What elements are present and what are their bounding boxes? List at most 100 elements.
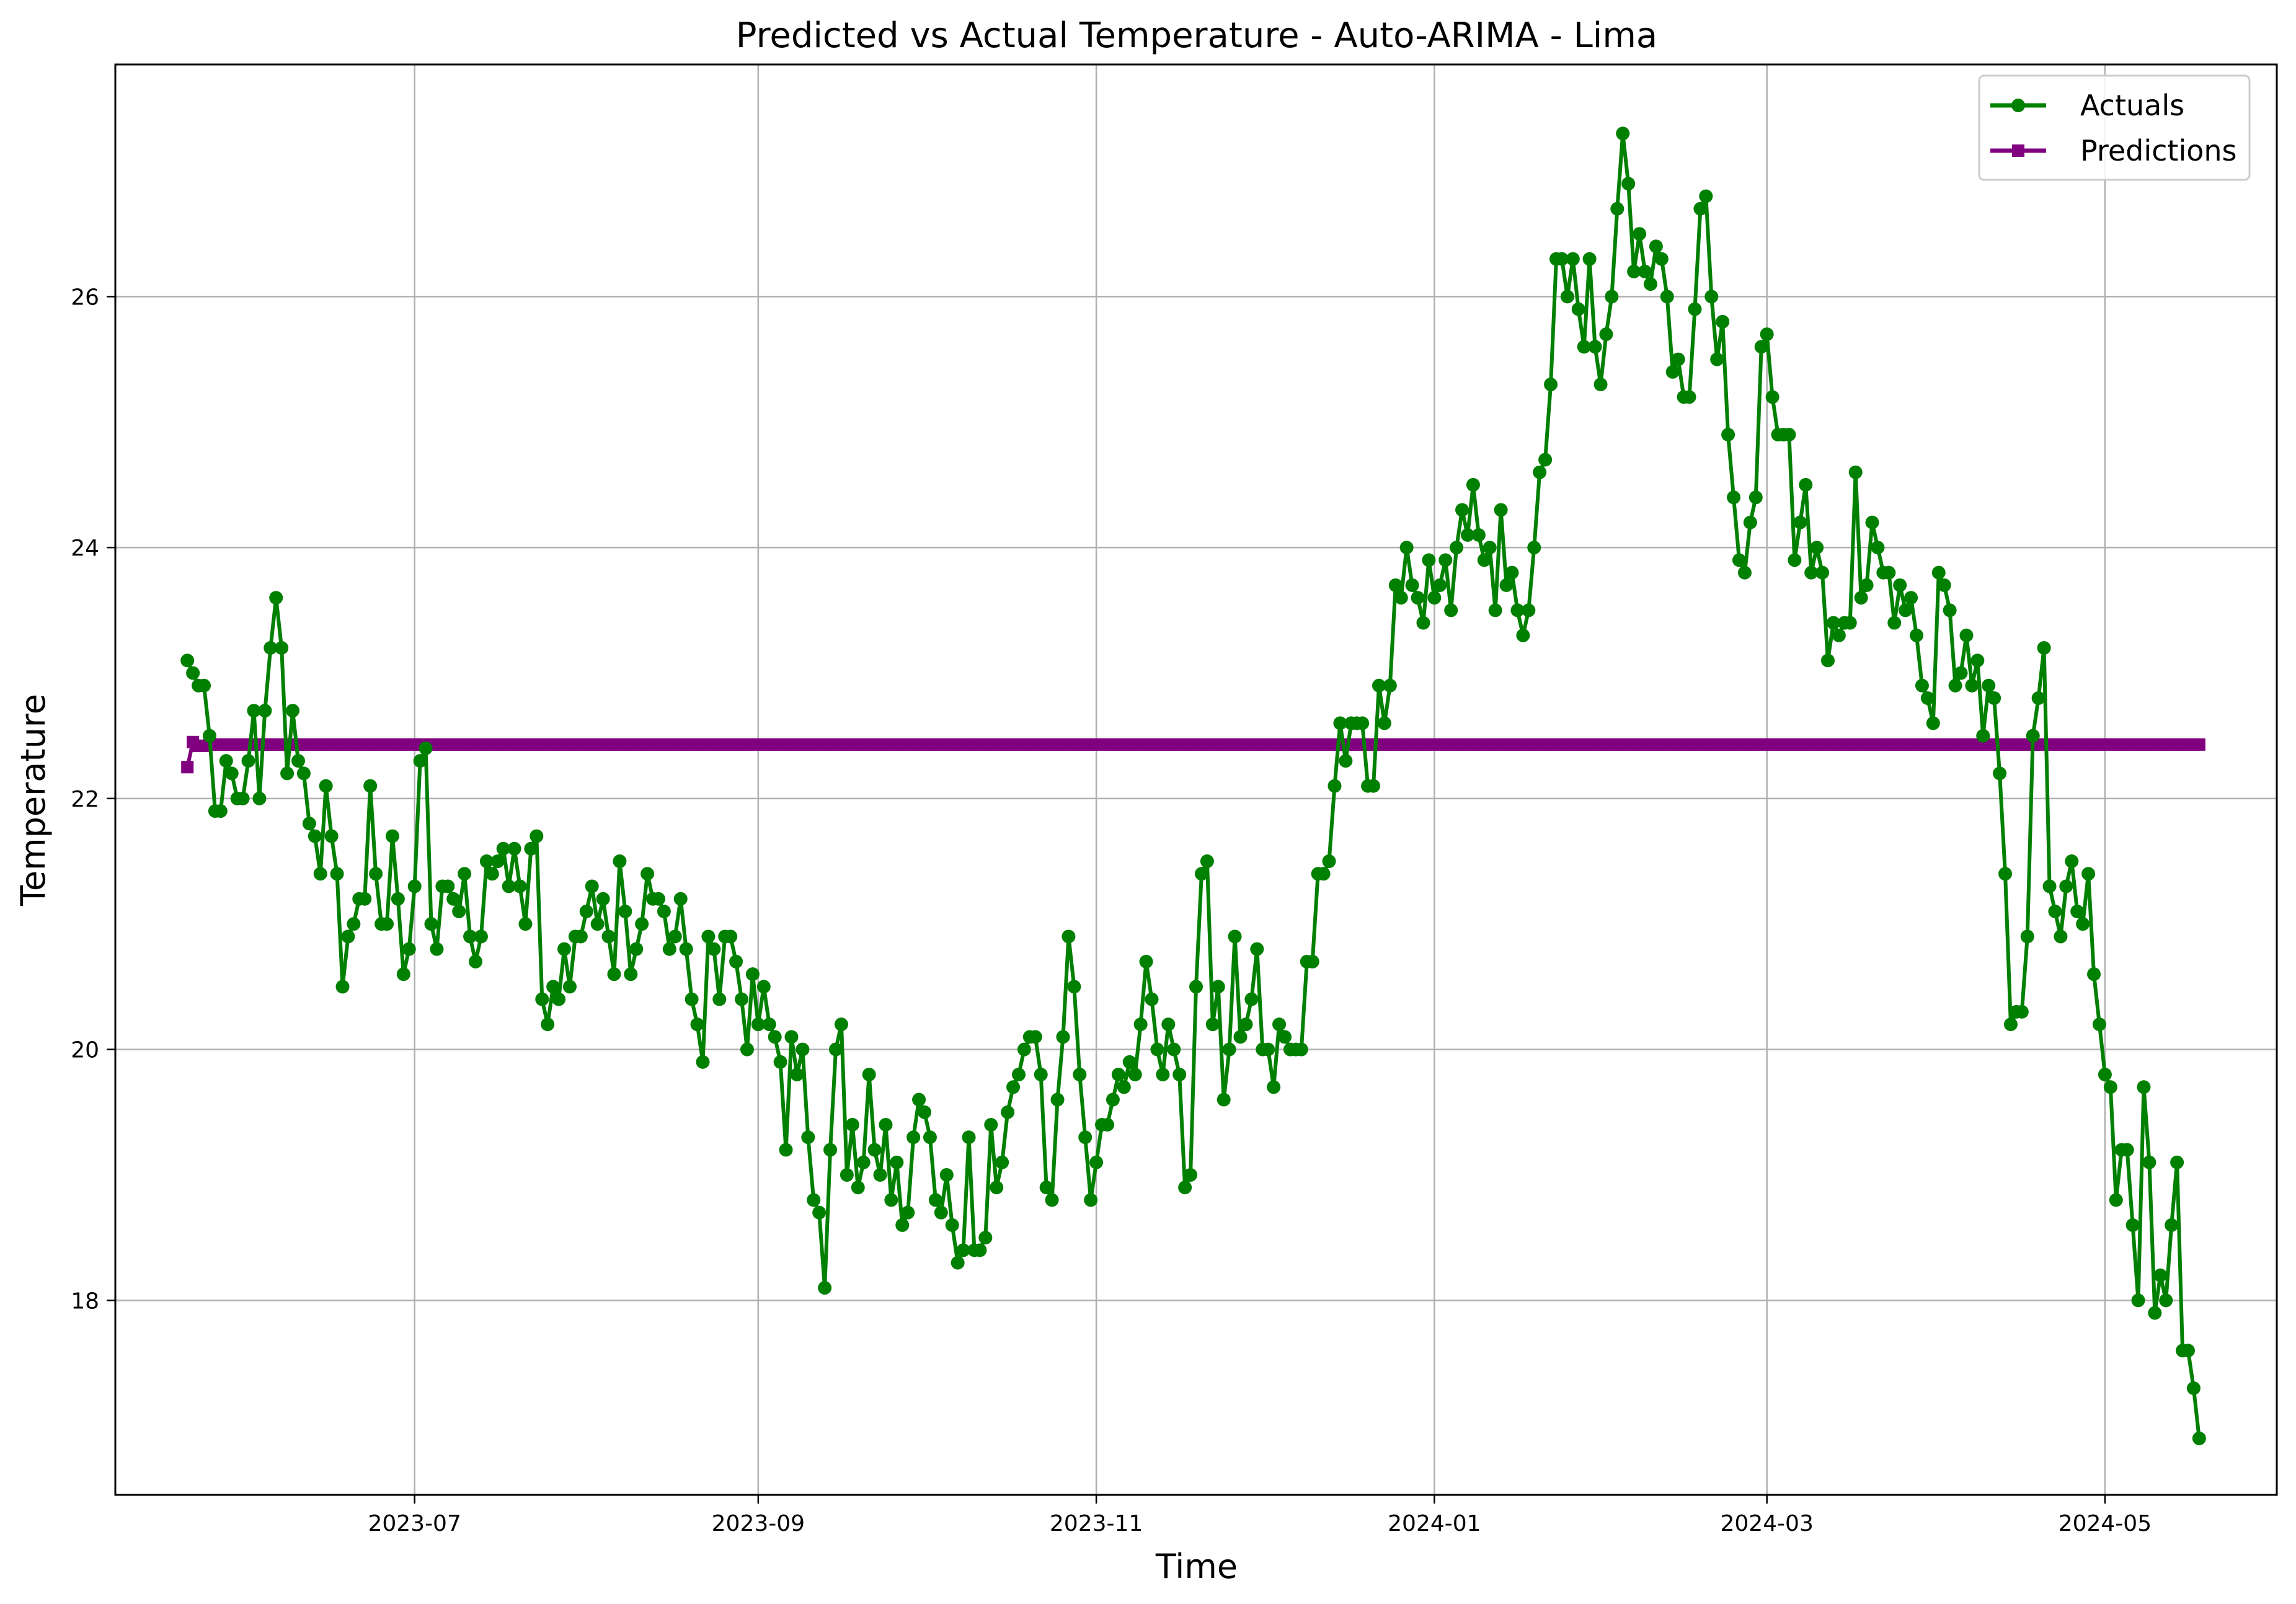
actuals-marker — [1067, 980, 1081, 994]
actuals-marker — [1305, 954, 1319, 968]
actuals-marker — [1865, 515, 1879, 529]
actuals-marker — [618, 904, 632, 918]
actuals-marker — [296, 766, 311, 781]
y-tick-label: 18 — [71, 1288, 99, 1314]
actuals-marker — [624, 967, 638, 981]
actuals-marker — [1693, 202, 1708, 216]
actuals-marker — [1654, 252, 1669, 266]
actuals-marker — [662, 942, 676, 956]
actuals-marker — [1544, 378, 1558, 392]
actuals-marker — [1433, 578, 1447, 592]
actuals-marker — [2159, 1293, 2173, 1308]
actuals-marker — [867, 1143, 882, 1157]
actuals-marker — [1011, 1068, 1026, 1082]
actuals-marker — [1422, 553, 1436, 567]
actuals-marker — [1073, 1068, 1087, 1082]
actuals-marker — [1117, 1080, 1131, 1094]
actuals-marker — [479, 854, 494, 869]
actuals-marker — [552, 992, 566, 1006]
actuals-marker — [1471, 528, 1486, 542]
actuals-marker — [463, 929, 477, 944]
y-tick-label: 20 — [71, 1038, 99, 1063]
actuals-marker — [313, 867, 327, 881]
actuals-marker — [756, 980, 771, 994]
actuals-marker — [901, 1205, 915, 1220]
actuals-marker — [1959, 628, 1974, 642]
actuals-marker — [446, 892, 461, 906]
actuals-marker — [1616, 126, 1630, 141]
actuals-marker — [579, 904, 593, 918]
actuals-marker — [557, 942, 572, 956]
actuals-marker — [1627, 264, 1641, 278]
actuals-marker — [1948, 678, 1962, 693]
actuals-marker — [1194, 867, 1208, 881]
actuals-marker — [330, 867, 344, 881]
actuals-marker — [1510, 603, 1525, 618]
actuals-marker — [1267, 1080, 1281, 1094]
actuals-marker — [928, 1193, 942, 1207]
actuals-marker — [1920, 691, 1935, 705]
ticks: 2023-07 2023-09 2023-11 2024-01 2024-03 2024-… — [71, 285, 2152, 1536]
actuals-marker — [286, 704, 300, 718]
actuals-marker — [2120, 1143, 2134, 1157]
actuals-marker — [1333, 716, 1347, 730]
actuals-marker — [441, 879, 455, 893]
actuals-marker — [1416, 616, 1430, 630]
actuals-marker — [1621, 177, 1636, 191]
legend-actuals-marker — [2011, 99, 2025, 112]
actuals-marker — [2192, 1431, 2206, 1445]
actuals-marker — [1970, 654, 1985, 668]
actuals-marker — [1161, 1017, 1176, 1032]
actuals-marker — [513, 879, 527, 893]
actuals-marker — [1910, 628, 1923, 642]
actuals-marker — [679, 942, 693, 956]
actuals-marker — [607, 967, 621, 981]
actuals-marker — [458, 867, 472, 881]
actuals-marker — [2153, 1268, 2168, 1282]
actuals-marker — [1820, 654, 1835, 668]
actuals-marker — [1893, 578, 1907, 592]
actuals-marker — [934, 1205, 948, 1220]
actuals-marker — [690, 1017, 704, 1032]
actuals-marker — [324, 829, 339, 843]
actuals-marker — [1965, 678, 1979, 693]
actuals-marker — [1455, 503, 1469, 517]
actuals-marker — [984, 1118, 998, 1132]
actuals-marker — [1727, 490, 1741, 505]
actuals-marker — [1915, 678, 1929, 693]
actuals-marker — [1377, 716, 1391, 730]
actuals-marker — [1716, 314, 1730, 329]
actuals-marker — [1638, 264, 1652, 278]
actuals-marker — [2131, 1293, 2145, 1308]
actuals-marker — [807, 1193, 821, 1207]
actuals-marker — [1006, 1080, 1021, 1094]
actuals-marker — [1100, 1118, 1114, 1132]
actuals-marker — [1560, 290, 1574, 304]
actuals-marker — [535, 992, 549, 1006]
actuals-marker — [1355, 716, 1370, 730]
actuals-marker — [640, 867, 655, 881]
actuals-marker — [1871, 541, 1885, 555]
actuals-marker — [1522, 603, 1536, 618]
legend-box — [1978, 74, 2251, 181]
legend-actuals-label: Actuals — [2080, 89, 2184, 122]
actuals-marker — [1427, 591, 1442, 605]
actuals-marker — [247, 704, 261, 718]
actuals-marker — [945, 1218, 959, 1232]
actuals-marker — [1122, 1055, 1137, 1069]
actuals-marker — [1466, 477, 1480, 492]
actuals-marker — [1328, 779, 1342, 793]
actuals-marker — [1704, 290, 1719, 304]
actuals-marker — [485, 867, 499, 881]
actuals-marker — [474, 929, 488, 944]
actuals-marker — [890, 1155, 904, 1169]
actuals-marker — [219, 754, 233, 768]
actuals-marker — [1588, 340, 1602, 354]
actuals-marker — [1566, 252, 1580, 266]
actuals-marker — [2054, 929, 2068, 944]
actuals-marker — [2142, 1155, 2156, 1169]
actuals-marker — [2181, 1344, 2195, 1358]
actuals-marker — [1450, 541, 1464, 555]
actuals-marker — [1931, 565, 1946, 580]
